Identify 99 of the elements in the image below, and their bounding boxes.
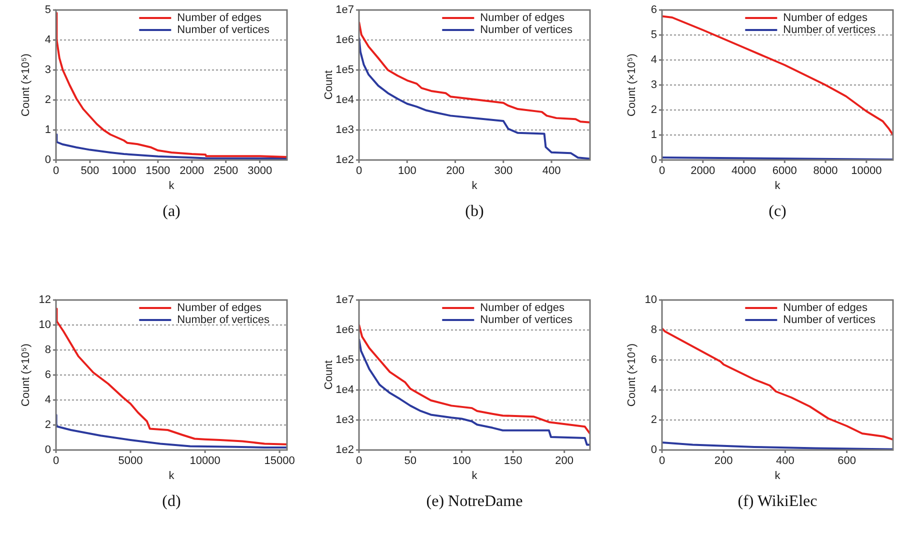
y-tick-label: 10 [644, 294, 657, 306]
x-tick-label: 1500 [146, 165, 170, 178]
y-axis-title: Count (×10⁵) [626, 54, 638, 116]
text: (f) WikiElec [736, 493, 818, 511]
y-axis-title: Count (×10⁴) [626, 343, 638, 407]
y-tick-label: 1e6 [336, 34, 354, 46]
y-tick-label: 0 [44, 154, 51, 166]
y-tick-label: 2 [44, 94, 51, 106]
x-tick-label: 5000 [118, 455, 143, 468]
legend-label: Number of edges [783, 12, 868, 24]
x-tick-label: 500 [80, 165, 100, 178]
x-tick-label: 200 [555, 455, 574, 468]
y-tick-label: 8 [650, 324, 657, 336]
y-tick-label: 6 [650, 4, 657, 16]
x-tick-label: 200 [714, 455, 733, 468]
x-tick-label: 0 [658, 165, 666, 178]
y-tick-label: 4 [650, 54, 657, 66]
x-axis-title: k [774, 470, 781, 482]
x-tick-label: 100 [398, 165, 416, 178]
legend-label: Number of vertices [480, 314, 573, 326]
y-tick-label: 1e4 [336, 94, 354, 106]
y-tick-label: 1e6 [336, 324, 354, 336]
legend-label: Number of edges [480, 302, 566, 314]
legend-label: Number of vertices [177, 24, 270, 36]
legend-label: Number of vertices [177, 314, 270, 326]
y-axis-title: Count (×10⁵) [20, 54, 32, 116]
y-tick-label: 5 [650, 29, 657, 42]
y-tick-label: 2 [650, 414, 657, 426]
y-tick-label: 1e7 [336, 294, 354, 306]
y-tick-label: 0 [650, 444, 657, 456]
x-tick-label: 1000 [112, 165, 136, 178]
y-tick-label: 4 [44, 394, 51, 406]
x-axis-title: k [168, 470, 175, 482]
x-tick-label: 2500 [214, 165, 238, 178]
x-tick-label: 6000 [772, 165, 797, 178]
x-tick-label: 0 [658, 455, 666, 468]
legend-label: Number of edges [177, 12, 262, 24]
legend-label: Number of vertices [783, 314, 876, 326]
y-tick-label: 1e5 [336, 64, 354, 76]
y-tick-label: 2 [44, 419, 51, 432]
text: (d) [161, 493, 182, 511]
x-tick-label: 4000 [732, 165, 756, 178]
x-tick-label: 8000 [813, 165, 838, 178]
x-tick-label: 10000 [851, 165, 882, 178]
y-tick-label: 1e3 [336, 414, 354, 426]
y-tick-label: 6 [44, 369, 51, 382]
legend-label: Number of vertices [480, 24, 573, 36]
y-tick-label: 1 [44, 124, 51, 136]
x-axis-title: k [472, 180, 478, 192]
x-tick-label: 200 [446, 165, 464, 178]
y-tick-label: 2 [650, 104, 657, 116]
y-tick-label: 4 [44, 34, 51, 46]
x-tick-label: 2000 [690, 165, 716, 178]
text: (c) [768, 203, 788, 221]
y-tick-label: 3 [650, 79, 657, 92]
x-tick-label: 3000 [248, 165, 272, 178]
y-tick-label: 10 [38, 319, 51, 332]
y-tick-label: 1e2 [336, 154, 354, 166]
y-tick-label: 0 [44, 444, 51, 456]
x-tick-label: 0 [356, 165, 362, 178]
y-tick-label: 6 [650, 354, 657, 366]
x-tick-label: 0 [356, 455, 362, 468]
x-tick-label: 0 [52, 455, 60, 468]
x-tick-label: 2000 [180, 165, 204, 178]
x-tick-label: 100 [452, 455, 471, 468]
y-tick-label: 1e7 [336, 4, 354, 16]
y-tick-label: 3 [44, 64, 51, 76]
y-tick-label: 12 [38, 294, 51, 306]
y-axis-title: Count (×10⁵) [20, 344, 32, 406]
y-axis-title: Count [323, 70, 336, 100]
y-tick-label: 8 [44, 344, 51, 356]
x-axis-title: k [774, 180, 781, 192]
x-tick-label: 400 [542, 165, 561, 178]
y-axis-title: Count [323, 360, 336, 390]
x-tick-label: 400 [776, 455, 794, 468]
y-tick-label: 1e4 [336, 384, 354, 396]
x-tick-label: 0 [52, 165, 60, 178]
y-tick-label: 1e5 [336, 354, 354, 366]
x-tick-label: 10000 [190, 455, 220, 468]
y-tick-label: 1 [650, 129, 657, 142]
y-tick-label: 5 [44, 4, 51, 16]
x-tick-label: 600 [838, 455, 856, 468]
text: (b) [464, 203, 485, 221]
y-tick-label: 1e2 [336, 444, 354, 456]
x-axis-title: k [472, 470, 478, 482]
x-tick-label: 15000 [264, 455, 295, 468]
x-tick-label: 300 [494, 165, 513, 178]
x-tick-label: 50 [404, 455, 416, 468]
legend-label: Number of vertices [783, 24, 876, 36]
x-tick-label: 150 [504, 455, 522, 468]
legend-label: Number of edges [177, 302, 262, 314]
x-axis-title: k [168, 180, 175, 192]
legend-label: Number of edges [480, 12, 566, 24]
legend-label: Number of edges [783, 302, 868, 314]
y-tick-label: 0 [650, 154, 657, 166]
text: (a) [162, 203, 182, 221]
y-tick-label: 1e3 [336, 124, 354, 136]
text: (e) NotreDame [425, 493, 524, 511]
y-tick-label: 4 [650, 384, 657, 396]
